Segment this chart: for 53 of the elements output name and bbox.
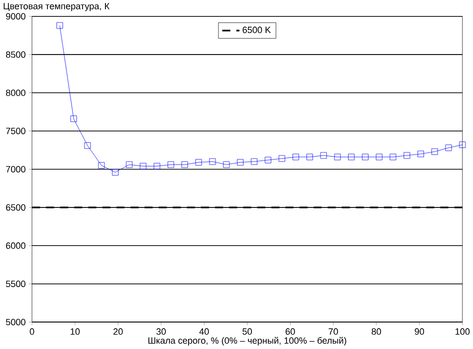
x-tick-label: 50 — [242, 328, 252, 335]
y-tick-label: 6000 — [6, 242, 26, 250]
point — [126, 162, 132, 168]
point — [140, 163, 146, 170]
point — [292, 154, 300, 160]
legend-label: 6500 K — [242, 26, 271, 34]
point — [195, 159, 202, 166]
point — [376, 154, 382, 160]
y-tick-label: 5500 — [6, 280, 26, 288]
point — [334, 154, 341, 160]
x-tick-label: 80 — [372, 328, 382, 335]
point — [154, 163, 160, 170]
y-axis-title: Цветовая температура, К — [4, 3, 110, 12]
point — [320, 152, 327, 159]
y-tick-label: 9000 — [6, 13, 26, 20]
x-tick-label: 10 — [70, 328, 80, 335]
point — [418, 150, 424, 158]
x-tick-label: 20 — [114, 328, 123, 335]
y-tick-label: 5000 — [6, 319, 26, 326]
x-tick-label: 0 — [30, 328, 34, 335]
point — [168, 162, 174, 168]
y-tick-label: 7500 — [6, 128, 26, 134]
point — [70, 116, 77, 122]
point — [264, 157, 272, 164]
y-tick-label: 8500 — [6, 52, 26, 58]
point — [112, 169, 118, 176]
point — [306, 154, 313, 160]
y-tick-label: 7000 — [6, 166, 26, 173]
point — [431, 148, 438, 156]
point — [278, 156, 286, 162]
point — [250, 158, 258, 166]
x-axis-title: Шкала серого, % (0% – черный, 100% – белый) — [148, 337, 346, 346]
point — [223, 162, 230, 168]
point — [390, 154, 396, 160]
point — [404, 152, 410, 159]
x-tick-label: 60 — [286, 328, 295, 335]
y-tick-label: 8000 — [6, 90, 26, 96]
point — [56, 22, 63, 29]
x-tick-label: 90 — [414, 328, 424, 335]
x-tick-label: 70 — [328, 328, 338, 335]
x-tick-label: 100 — [456, 328, 470, 335]
point — [362, 154, 368, 160]
x-tick-label: 40 — [199, 328, 209, 335]
point — [445, 144, 452, 152]
point — [84, 142, 91, 149]
point — [209, 158, 216, 166]
point — [181, 162, 188, 168]
x-tick-label: 30 — [156, 328, 166, 335]
point — [237, 159, 244, 166]
y-tick-label: 6500 — [6, 204, 26, 211]
point — [459, 142, 466, 148]
point — [348, 154, 355, 160]
point — [98, 162, 105, 169]
